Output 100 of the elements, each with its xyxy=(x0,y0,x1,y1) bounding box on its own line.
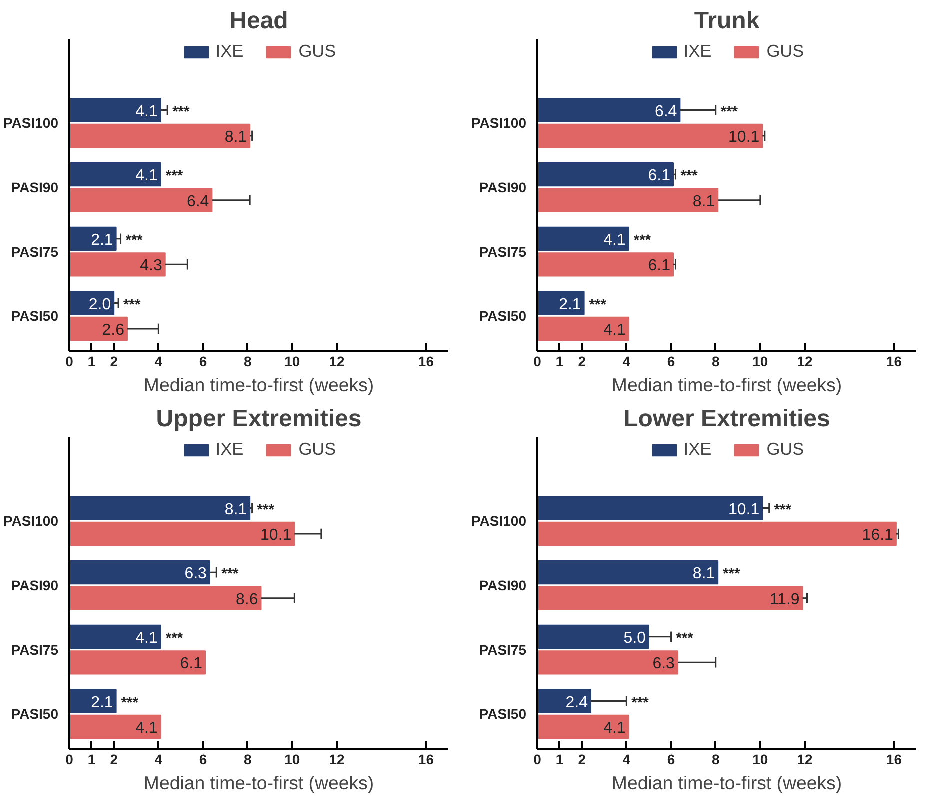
y-tick-label: PASI90 xyxy=(11,179,59,196)
x-tick-label: 0 xyxy=(534,354,542,370)
x-tick-label: 4 xyxy=(154,354,163,370)
legend-label: IXE xyxy=(684,439,712,460)
data-label: 4.1 xyxy=(136,720,158,737)
annotation: *** xyxy=(126,232,144,249)
data-label: 6.1 xyxy=(180,656,203,673)
x-tick-label: 2 xyxy=(110,752,118,768)
y-tick-label: PASI90 xyxy=(479,577,527,594)
x-tick-label: 4 xyxy=(622,752,631,768)
data-label: 4.1 xyxy=(604,232,626,249)
annotation: *** xyxy=(172,104,190,120)
x-axis-title: Median time-to-first (weeks) xyxy=(144,772,374,794)
x-tick-label: 6 xyxy=(667,354,676,370)
data-label: 10.1 xyxy=(260,526,292,544)
y-tick-label: PASI90 xyxy=(479,179,527,196)
data-label: 4.1 xyxy=(604,322,626,339)
annotation: *** xyxy=(680,168,698,185)
annotation: *** xyxy=(257,502,275,518)
data-label: 8.1 xyxy=(692,566,716,583)
data-label: 6.3 xyxy=(184,566,208,583)
data-label: 8.1 xyxy=(692,193,716,210)
x-tick-label: 8 xyxy=(712,752,720,768)
x-tick-label: 16 xyxy=(418,752,434,768)
x-tick-label: 1 xyxy=(556,354,564,370)
x-tick-label: 8 xyxy=(244,354,252,370)
data-label: 6.3 xyxy=(652,656,676,673)
y-tick-label: PASI50 xyxy=(11,308,59,324)
annotation: *** xyxy=(632,695,650,712)
annotation: *** xyxy=(166,630,184,647)
x-tick-label: 10 xyxy=(284,354,300,370)
x-tick-label: 6 xyxy=(199,354,208,370)
data-label: 4.1 xyxy=(604,720,626,737)
data-label: 2.1 xyxy=(559,296,582,314)
chart-title: Trunk xyxy=(694,8,760,34)
annotation: *** xyxy=(774,502,792,518)
data-label: 11.9 xyxy=(770,591,800,608)
legend-label: GUS xyxy=(766,41,804,62)
chart-title: Head xyxy=(230,8,288,34)
x-tick-label: 8 xyxy=(712,354,720,370)
legend-label: IXE xyxy=(216,41,244,62)
x-tick-label: 1 xyxy=(556,752,564,768)
x-tick-label: 1 xyxy=(88,354,96,370)
data-label: 5.0 xyxy=(624,630,646,647)
x-tick-label: 2 xyxy=(578,354,586,370)
y-tick-label: PASI50 xyxy=(11,706,59,722)
x-tick-label: 0 xyxy=(66,354,74,370)
data-label: 4.3 xyxy=(140,258,162,275)
data-label: 10.1 xyxy=(728,128,760,146)
x-axis-title: Median time-to-first (weeks) xyxy=(612,772,842,794)
chart-title: Upper Extremities xyxy=(156,406,362,432)
data-label: 6.1 xyxy=(648,258,671,275)
x-tick-label: 0 xyxy=(66,752,74,768)
y-tick-label: PASI75 xyxy=(11,244,59,260)
x-tick-label: 1 xyxy=(88,752,96,768)
x-tick-label: 12 xyxy=(797,752,814,768)
annotation: *** xyxy=(720,104,738,120)
y-tick-label: PASI50 xyxy=(479,308,527,324)
x-tick-label: 6 xyxy=(199,752,208,768)
data-label: 6.4 xyxy=(654,103,678,120)
x-tick-label: 16 xyxy=(418,354,434,370)
x-tick-label: 2 xyxy=(578,752,586,768)
annotation: *** xyxy=(166,168,184,185)
y-tick-label: PASI100 xyxy=(472,115,527,132)
legend-label: GUS xyxy=(766,439,804,460)
x-tick-label: 8 xyxy=(244,752,252,768)
data-label: 8.1 xyxy=(224,128,248,146)
data-label: 2.4 xyxy=(566,694,588,712)
annotation: *** xyxy=(124,297,141,314)
legend-label: IXE xyxy=(216,439,244,460)
annotation: *** xyxy=(723,566,740,583)
y-tick-label: PASI100 xyxy=(4,513,59,530)
data-label: 2.1 xyxy=(91,232,114,249)
data-label: 4.1 xyxy=(136,103,158,120)
data-label: 16.1 xyxy=(862,526,894,544)
annotation: *** xyxy=(589,297,607,314)
x-axis-title: Median time-to-first (weeks) xyxy=(144,374,374,396)
y-tick-label: PASI50 xyxy=(479,706,527,722)
x-tick-label: 12 xyxy=(329,354,346,370)
x-tick-label: 6 xyxy=(667,752,676,768)
annotation: *** xyxy=(676,630,694,647)
annotation: *** xyxy=(634,232,652,249)
data-label: 2.6 xyxy=(102,322,125,339)
x-tick-label: 2 xyxy=(110,354,118,370)
x-tick-label: 16 xyxy=(886,354,902,370)
x-tick-label: 10 xyxy=(284,752,300,768)
legend-label: GUS xyxy=(298,41,336,62)
y-tick-label: PASI100 xyxy=(4,115,59,132)
legend-label: IXE xyxy=(684,41,712,62)
annotation: *** xyxy=(121,695,139,712)
x-tick-label: 4 xyxy=(622,354,631,370)
data-label: 10.1 xyxy=(728,501,760,518)
y-tick-label: PASI90 xyxy=(11,577,59,594)
x-tick-label: 4 xyxy=(154,752,163,768)
data-label: 8.1 xyxy=(224,501,248,518)
data-label: 2.0 xyxy=(88,296,112,314)
x-tick-label: 0 xyxy=(534,752,542,768)
legend-label: GUS xyxy=(298,439,336,460)
y-tick-label: PASI75 xyxy=(479,244,527,260)
data-label: 2.1 xyxy=(91,694,114,712)
